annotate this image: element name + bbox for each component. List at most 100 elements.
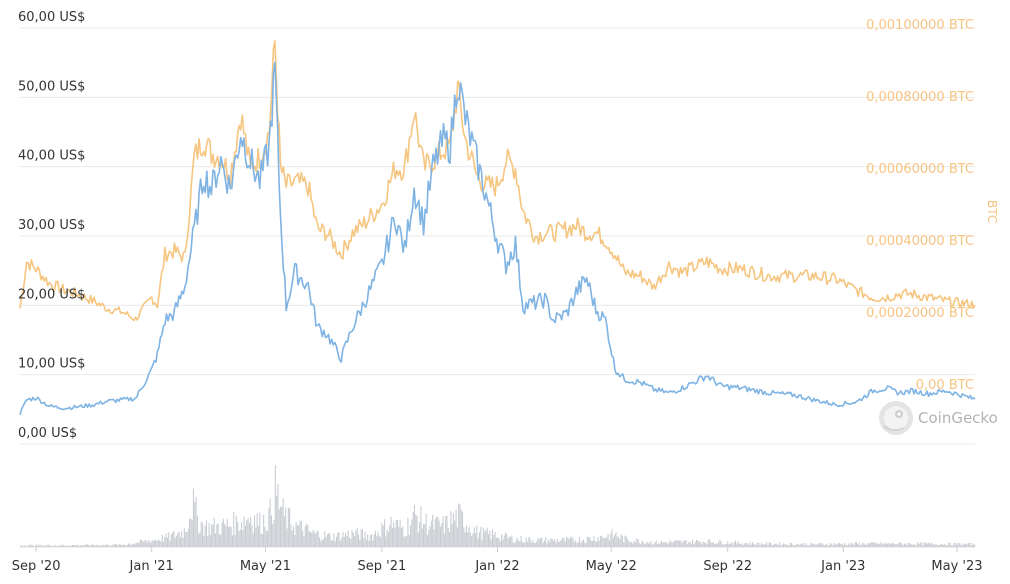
- volume-bar: [832, 545, 834, 547]
- volume-bar: [465, 525, 467, 547]
- volume-bar: [640, 543, 642, 547]
- volume-bar: [939, 545, 941, 547]
- volume-bar: [667, 544, 669, 547]
- left-tick-label: 60,00 US$: [18, 10, 85, 25]
- volume-bar: [307, 525, 309, 547]
- volume-bar: [347, 530, 349, 547]
- volume-bar: [754, 544, 756, 547]
- volume-bar: [346, 535, 348, 547]
- volume-bar: [88, 545, 90, 547]
- volume-bar: [720, 541, 722, 547]
- volume-bar: [164, 537, 166, 547]
- left-tick-label: 50,00 US$: [18, 79, 85, 94]
- volume-bar: [650, 541, 652, 547]
- volume-bar: [169, 540, 171, 547]
- volume-bar: [715, 543, 717, 547]
- volume-bar: [127, 543, 129, 547]
- volume-bar: [606, 536, 608, 547]
- volume-bar: [243, 516, 245, 547]
- volume-bar: [22, 546, 24, 547]
- volume-bar: [772, 544, 774, 547]
- volume-bar: [360, 529, 362, 547]
- volume-bar: [948, 542, 950, 547]
- volume-bar: [580, 543, 582, 547]
- volume-bar: [270, 515, 272, 547]
- volume-bar: [394, 528, 396, 547]
- volume-bar: [714, 544, 716, 547]
- volume-bar: [403, 536, 405, 547]
- volume-bar: [117, 545, 119, 547]
- volume-bar: [631, 542, 633, 547]
- volume-bar: [27, 545, 29, 547]
- volume-bar: [303, 536, 305, 547]
- right-tick-label: 0,00100000 BTC: [866, 18, 974, 33]
- volume-bar: [367, 534, 369, 547]
- volume-bar: [52, 546, 54, 547]
- left-tick-label: 10,00 US$: [18, 357, 85, 372]
- volume-bar: [386, 529, 388, 547]
- volume-bar: [179, 537, 181, 547]
- volume-bar: [718, 541, 720, 547]
- volume-bar: [100, 545, 102, 547]
- volume-bar: [885, 542, 887, 547]
- volume-bar: [686, 544, 688, 547]
- volume-bar: [283, 516, 285, 547]
- volume-bar: [871, 542, 873, 547]
- volume-bar: [255, 527, 257, 547]
- volume-bar: [494, 532, 496, 547]
- volume-bar: [485, 530, 487, 547]
- volume-bar: [406, 535, 408, 547]
- volume-bar: [237, 522, 239, 547]
- volume-bar: [354, 535, 356, 547]
- volume-bar: [603, 538, 605, 547]
- volume-bar: [809, 544, 811, 547]
- volume-bar: [924, 542, 926, 547]
- volume-bar: [940, 544, 942, 547]
- volume-bar: [703, 542, 705, 547]
- volume-bar: [854, 542, 856, 547]
- volume-bar: [623, 542, 625, 547]
- volume-bar: [705, 542, 707, 547]
- right-tick-label: 0,00020000 BTC: [866, 306, 974, 321]
- volume-bar: [733, 541, 735, 547]
- volume-bar: [280, 506, 282, 547]
- volume-bar: [77, 544, 79, 547]
- volume-bar: [265, 530, 267, 547]
- volume-bar: [399, 519, 401, 547]
- volume-bar: [559, 540, 561, 547]
- volume-bar: [92, 545, 94, 547]
- volume-bar: [757, 542, 759, 547]
- volume-bar: [803, 545, 805, 547]
- volume-bar: [815, 544, 817, 547]
- volume-bar: [216, 524, 218, 547]
- volume-bar: [872, 542, 874, 547]
- right-axis-ticks: 0,00 BTC 0,00020000 BTC 0,00040000 BTC 0,00…: [866, 18, 974, 393]
- volume-bar: [961, 543, 963, 547]
- volume-bar: [47, 545, 49, 547]
- volume-bar: [185, 532, 187, 547]
- x-tick-label: Sep '20: [12, 559, 61, 574]
- volume-bar: [378, 535, 380, 547]
- volume-bar: [923, 542, 925, 547]
- volume-bar: [679, 540, 681, 547]
- volume-bar: [829, 543, 831, 547]
- volume-bar: [103, 545, 105, 547]
- volume-bar: [163, 541, 165, 547]
- volume-bar: [785, 544, 787, 547]
- volume-bar: [922, 545, 924, 547]
- volume-bar: [833, 543, 835, 547]
- volume-bar: [844, 543, 846, 547]
- volume-bar: [166, 538, 168, 547]
- volume-bar: [65, 545, 67, 547]
- volume-bar: [332, 540, 334, 547]
- volume-bar: [434, 519, 436, 547]
- volume-bar: [99, 545, 101, 547]
- volume-bar: [488, 534, 490, 547]
- coingecko-watermark: CoinGecko: [879, 401, 998, 435]
- volume-bar: [56, 545, 58, 547]
- volume-bar: [21, 545, 23, 547]
- volume-bar: [746, 543, 748, 547]
- volume-bar: [160, 541, 162, 547]
- volume-bar: [818, 543, 820, 547]
- volume-bar: [919, 542, 921, 547]
